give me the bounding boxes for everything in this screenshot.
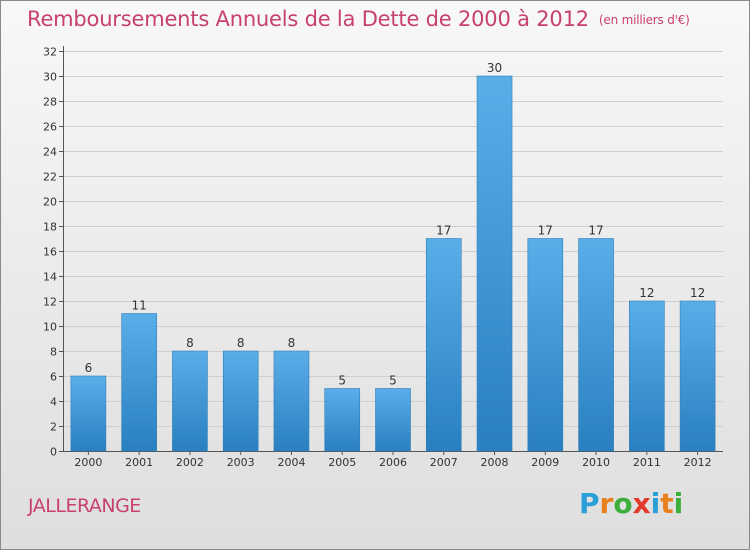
x-tick-label: 2000 bbox=[74, 456, 102, 469]
value-label: 5 bbox=[389, 374, 397, 388]
commune-name: JALLERANGE bbox=[28, 495, 141, 517]
y-tick-label: 20 bbox=[43, 196, 57, 209]
x-tick-label: 2009 bbox=[531, 456, 559, 469]
x-tick-label: 2011 bbox=[633, 456, 661, 469]
bar bbox=[527, 238, 564, 452]
y-tick-label: 0 bbox=[50, 446, 57, 459]
bar bbox=[578, 238, 614, 452]
x-tick-label: 2006 bbox=[379, 456, 407, 469]
bar bbox=[324, 388, 361, 452]
value-label: 11 bbox=[132, 299, 147, 313]
value-label: 30 bbox=[487, 61, 502, 75]
logo-letter: i bbox=[650, 487, 661, 520]
value-label: 6 bbox=[85, 361, 93, 375]
bar bbox=[629, 300, 665, 452]
bar bbox=[70, 375, 107, 452]
y-tick-label: 2 bbox=[50, 421, 57, 434]
logo-letter: P bbox=[579, 487, 600, 520]
x-tick-label: 2007 bbox=[430, 456, 458, 469]
value-label: 12 bbox=[690, 286, 705, 300]
bar bbox=[425, 238, 462, 452]
y-tick-label: 24 bbox=[43, 146, 57, 159]
y-tick-label: 30 bbox=[43, 71, 57, 84]
value-label: 17 bbox=[588, 224, 603, 238]
y-tick-label: 4 bbox=[50, 396, 57, 409]
value-label: 17 bbox=[538, 224, 553, 238]
y-tick-label: 16 bbox=[43, 246, 57, 259]
bar bbox=[375, 388, 411, 452]
y-tick-label: 32 bbox=[43, 46, 57, 59]
y-tick-label: 26 bbox=[43, 121, 57, 134]
chart-title: Remboursements Annuels de la Dette de 20… bbox=[27, 7, 690, 31]
y-tick-label: 10 bbox=[43, 321, 57, 334]
logo-letter: r bbox=[599, 487, 614, 520]
y-tick-label: 12 bbox=[43, 296, 57, 309]
y-tick-label: 28 bbox=[43, 96, 57, 109]
proxiti-logo: Proxiti bbox=[579, 487, 683, 520]
logo-letter: i bbox=[673, 487, 684, 520]
logo-letter: t bbox=[660, 487, 674, 520]
bar bbox=[172, 350, 208, 452]
bar bbox=[679, 300, 716, 452]
x-tick-label: 2008 bbox=[481, 456, 509, 469]
value-label: 5 bbox=[338, 374, 346, 388]
y-tick-label: 8 bbox=[50, 346, 57, 359]
x-tick-label: 2010 bbox=[582, 456, 610, 469]
value-label: 8 bbox=[237, 336, 245, 350]
y-tick-label: 22 bbox=[43, 171, 57, 184]
logo-letter: o bbox=[613, 487, 633, 520]
bar bbox=[121, 313, 157, 452]
bar bbox=[222, 350, 259, 452]
y-tick-label: 18 bbox=[43, 221, 57, 234]
chart-unit: (en milliers d'€) bbox=[598, 13, 690, 27]
y-tick-label: 6 bbox=[50, 371, 57, 384]
bar bbox=[273, 350, 310, 452]
y-tick-label: 14 bbox=[43, 271, 57, 284]
bars bbox=[70, 75, 716, 452]
x-tick-label: 2003 bbox=[227, 456, 255, 469]
chart-title-text: Remboursements Annuels de la Dette de 20… bbox=[27, 7, 589, 31]
value-label: 8 bbox=[186, 336, 194, 350]
value-labels: 6 11 8 8 8 5 5 17 30 17 17 12 12 bbox=[85, 61, 706, 388]
logo-letter: x bbox=[632, 487, 651, 520]
x-tick-label: 2002 bbox=[176, 456, 204, 469]
value-label: 12 bbox=[639, 286, 654, 300]
value-label: 17 bbox=[436, 224, 451, 238]
value-label: 8 bbox=[288, 336, 296, 350]
x-tick-label: 2012 bbox=[684, 456, 712, 469]
x-tick-label: 2001 bbox=[125, 456, 153, 469]
x-tick-label: 2004 bbox=[277, 456, 305, 469]
bar bbox=[476, 75, 513, 452]
x-tick-label: 2005 bbox=[328, 456, 356, 469]
